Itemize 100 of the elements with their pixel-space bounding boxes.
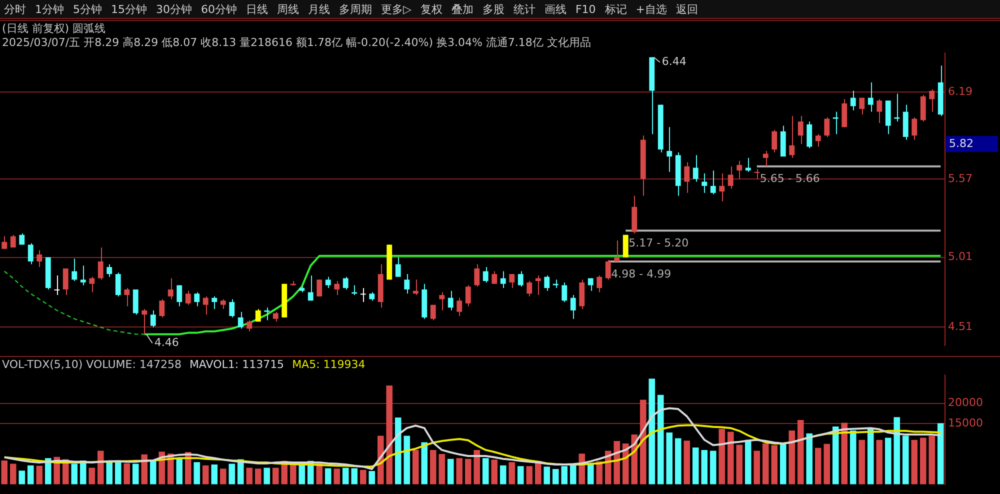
candlestick [62, 268, 68, 296]
text: F10 [575, 2, 596, 16]
bar [430, 450, 436, 484]
text: 返回 [676, 2, 698, 16]
text: 日线 [246, 2, 268, 16]
candlestick [868, 82, 874, 112]
candlestick [72, 258, 78, 282]
y-tick-label: 15000 [948, 416, 983, 430]
candlestick [150, 310, 156, 328]
candlestick [352, 284, 358, 296]
bar [762, 443, 769, 484]
candlestick [798, 115, 804, 144]
candlestick [36, 250, 42, 268]
text: 多股 [482, 2, 504, 16]
candlestick [115, 272, 121, 297]
bar [500, 465, 506, 484]
candlestick [255, 308, 261, 322]
bar [832, 426, 839, 484]
bar [587, 464, 594, 484]
candlestick [920, 94, 926, 122]
bar [368, 471, 376, 484]
bar [438, 454, 446, 484]
bar [194, 462, 200, 484]
candlestick [448, 290, 454, 311]
bar [684, 440, 690, 484]
bar [394, 418, 402, 484]
candlestick [80, 265, 86, 286]
bar [272, 468, 279, 484]
candlestick [202, 296, 208, 316]
bar [421, 442, 428, 484]
candlestick [710, 170, 716, 195]
candlestick [596, 274, 602, 293]
bar [544, 466, 550, 484]
bar [150, 460, 156, 484]
text: 60分钟 [201, 2, 237, 16]
candlestick [824, 116, 830, 138]
candlestick [264, 307, 270, 321]
bar [674, 438, 682, 484]
candlestick [334, 280, 340, 296]
y-tick-label: 4.51 [948, 320, 972, 334]
candlestick [176, 284, 182, 307]
bar [97, 450, 104, 484]
bar [657, 394, 664, 484]
candlestick [684, 162, 690, 194]
candlestick [719, 172, 725, 202]
candlestick [325, 276, 331, 289]
bar [780, 443, 786, 484]
bar [797, 420, 804, 484]
candlestick [212, 296, 218, 310]
bar [1, 460, 8, 484]
bar [254, 468, 262, 484]
candlestick [622, 234, 628, 258]
bar [754, 450, 760, 484]
bar [744, 440, 752, 484]
bar [132, 464, 139, 484]
y-tick-label: 5.57 [948, 172, 972, 185]
chart-title: (日线 前复权) 圆弧线 [2, 22, 106, 35]
candlestick [754, 168, 760, 180]
candlestick [588, 278, 594, 292]
bar [561, 466, 568, 484]
candlestick [745, 157, 751, 172]
candlestick [412, 279, 418, 296]
bar [71, 464, 78, 484]
bar [298, 464, 306, 484]
candlestick [272, 311, 278, 322]
bar [360, 470, 366, 484]
candlestick [544, 274, 550, 292]
candlestick [168, 278, 174, 300]
text: 15分钟 [111, 2, 147, 16]
series-label: 5.17 - 5.20 [628, 236, 689, 250]
candlestick [894, 93, 900, 122]
bar [788, 430, 796, 484]
text: 5分钟 [73, 2, 102, 16]
candlestick [666, 126, 672, 172]
bar [736, 444, 743, 484]
y-tick-label: 6.19 [948, 85, 972, 98]
bar [491, 460, 498, 484]
bar [220, 468, 226, 484]
annotation: 6.44 [662, 55, 686, 68]
text: 更多▷ [381, 2, 412, 16]
candlestick [465, 284, 471, 307]
bar [937, 423, 944, 484]
line-series [4, 270, 145, 335]
text: 周线 [277, 2, 299, 16]
bar [324, 468, 332, 484]
bar [814, 448, 822, 484]
candlestick [500, 270, 506, 289]
bar [508, 462, 516, 484]
candlestick [482, 266, 488, 283]
bar [876, 440, 883, 484]
chart-title: VOL-TDX(5,10) VOLUME: 147258 [2, 358, 182, 371]
candlestick [842, 98, 848, 128]
series-label: 4.98 - 4.99 [611, 267, 672, 280]
candlestick [850, 90, 856, 111]
chart-subtitle: 2025/03/07/五 开8.29 高8.29 低8.07 收8.13 量218616 额1.78亿 幅-0.20(-2.40%) 换3.04% 流通7.18亿 文化用品 [2, 36, 591, 50]
candlestick [614, 240, 620, 262]
candlestick [342, 276, 348, 290]
text: 30分钟 [156, 2, 192, 16]
bar [911, 440, 918, 484]
candlestick [579, 279, 585, 310]
